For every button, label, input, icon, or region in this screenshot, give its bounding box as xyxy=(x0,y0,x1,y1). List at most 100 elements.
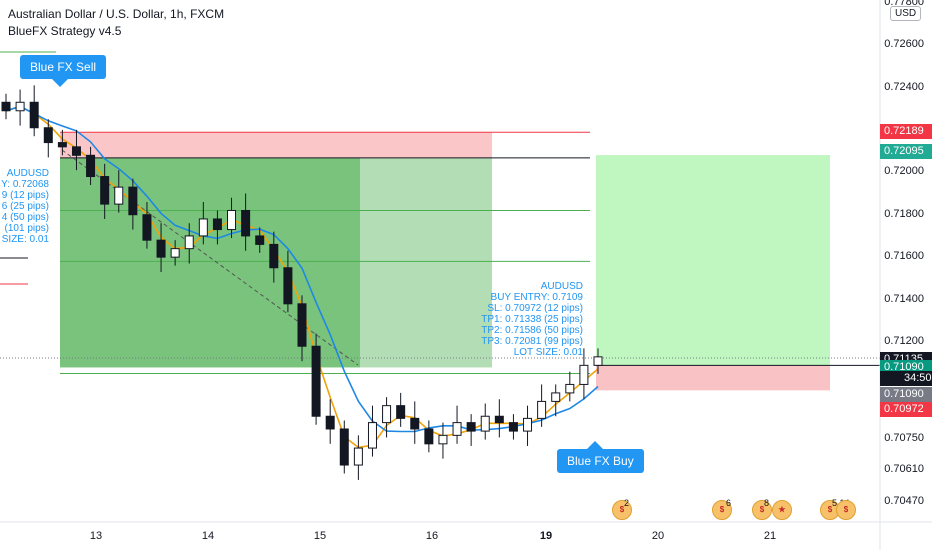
xtick-15: 15 xyxy=(313,530,327,542)
candle-body xyxy=(523,417,533,432)
candle-body xyxy=(579,364,589,385)
buy-tp2: TP2: 0.71586 (50 pips) xyxy=(481,325,583,336)
candle-body xyxy=(100,176,110,205)
buy-profit-zone xyxy=(596,155,830,366)
xtick-16: 16 xyxy=(425,530,439,542)
y-tick-label: 0.71400 xyxy=(884,293,924,305)
y-tick-label: 0.71600 xyxy=(884,250,924,262)
candle-body xyxy=(29,101,39,129)
candle-body xyxy=(198,218,208,237)
candle-body xyxy=(537,400,547,419)
y-tick-label: 0.71800 xyxy=(884,208,924,220)
buy-signal-tag: Blue FX Buy xyxy=(557,441,644,473)
candle-body xyxy=(142,214,152,241)
candle-body xyxy=(184,235,194,250)
buy-stop-zone xyxy=(596,365,830,391)
candle-body xyxy=(227,209,237,231)
candle-body xyxy=(466,422,476,432)
candle-body xyxy=(480,415,490,432)
candle-body xyxy=(565,383,575,394)
y-tick-label: 0.70470 xyxy=(884,495,924,507)
axis-top-partial: 0.77800 xyxy=(884,0,924,8)
candle-body xyxy=(551,392,561,402)
event-count: 8 xyxy=(764,498,770,508)
buy-tp3: TP3: 0.72081 (99 pips) xyxy=(481,336,583,347)
candle-body xyxy=(353,447,363,466)
event-flag-icon[interactable]: $ xyxy=(612,500,632,520)
candle-body xyxy=(241,209,251,237)
candle-body xyxy=(57,142,67,148)
buy-sl: SL: 0.70972 (12 pips) xyxy=(487,303,583,314)
xtick-20: 20 xyxy=(651,530,665,542)
xtick-14: 14 xyxy=(201,530,215,542)
sell-lot-size: SIZE: 0.01 xyxy=(1,234,49,245)
sell-stop-zone xyxy=(60,132,492,158)
sell-pair: AUDUSD xyxy=(6,168,49,179)
buy-tp1: TP1: 0.71338 (25 pips) xyxy=(481,314,583,325)
candle-body xyxy=(508,422,518,432)
candle-body xyxy=(339,428,349,466)
candle-body xyxy=(43,127,53,144)
y-tick-label: 0.72400 xyxy=(884,81,924,93)
strategy-name[interactable]: BlueFX Strategy v4.5 xyxy=(8,24,122,38)
event-flag-icon[interactable]: $ xyxy=(752,500,772,520)
xtick-19: 19 xyxy=(539,530,553,542)
event-flag-icon[interactable]: $ xyxy=(712,500,732,520)
badge-buy-sl: 0.70972 xyxy=(880,402,932,417)
y-tick-label: 0.72600 xyxy=(884,38,924,50)
candle-body xyxy=(114,186,124,205)
trade-zones xyxy=(0,51,880,391)
candle-body xyxy=(367,422,377,449)
y-tick-label: 0.70750 xyxy=(884,432,924,444)
candle-body xyxy=(128,186,138,216)
candle-body xyxy=(1,101,11,112)
event-count: 6 xyxy=(726,498,732,508)
sell-tp3: (101 pips) xyxy=(4,223,49,234)
y-tick-label: 0.70610 xyxy=(884,463,924,475)
candles xyxy=(1,85,603,480)
y-tick-label: 0.71200 xyxy=(884,335,924,347)
sell-signal-tag: Blue FX Sell xyxy=(20,55,107,87)
candle-body xyxy=(255,235,265,245)
sell-profit-zone-pending xyxy=(360,157,492,368)
candle-body xyxy=(593,356,603,366)
candle-body xyxy=(410,417,420,430)
sell-entry: Y: 0.72068 xyxy=(1,179,49,190)
candle-body xyxy=(269,243,279,269)
candle-body xyxy=(86,154,96,178)
sell-tp1: 6 (25 pips) xyxy=(1,201,49,212)
candle-body xyxy=(452,422,462,436)
candle-body xyxy=(15,101,25,112)
badge-entry-grey: 0.71090 xyxy=(880,387,932,402)
currency-button[interactable]: USD xyxy=(890,6,922,21)
candle-body xyxy=(170,248,180,258)
candle-body xyxy=(396,405,406,419)
candle-body xyxy=(311,345,321,417)
candle-body xyxy=(438,434,448,445)
candle-body xyxy=(382,405,392,424)
candle-body xyxy=(156,239,166,258)
buy-entry: BUY ENTRY: 0.7109 xyxy=(490,292,583,303)
chart-title: Australian Dollar / U.S. Dollar, 1h, FXC… xyxy=(8,7,225,21)
buy-lot-size: LOT SIZE: 0.01 xyxy=(513,347,583,358)
sell-tp2: 4 (50 pips) xyxy=(1,212,49,223)
event-flag-icon[interactable]: $ xyxy=(836,500,856,520)
badge-buy-tp: 0.72095 xyxy=(880,144,932,159)
buy-pair: AUDUSD xyxy=(540,281,583,292)
buy-info-panel: AUDUSD BUY ENTRY: 0.7109 SL: 0.70972 (12… xyxy=(481,281,583,358)
candle-body xyxy=(283,267,293,305)
candle-body xyxy=(494,415,504,424)
au-flag-icon[interactable]: ★ xyxy=(772,500,792,520)
y-tick-label: 0.72000 xyxy=(884,165,924,177)
badge-sell-sl: 0.72189 xyxy=(880,124,932,139)
candle-body xyxy=(424,428,434,445)
event-count: 2 xyxy=(624,498,630,508)
badge-countdown: 34:50 xyxy=(880,371,932,386)
candle-body xyxy=(212,218,222,231)
xtick-21: 21 xyxy=(763,530,777,542)
xtick-13: 13 xyxy=(89,530,103,542)
candle-body xyxy=(325,415,335,430)
candle-body xyxy=(71,146,81,156)
sell-info-panel: AUDUSD Y: 0.72068 9 (12 pips) 6 (25 pips… xyxy=(1,168,49,245)
